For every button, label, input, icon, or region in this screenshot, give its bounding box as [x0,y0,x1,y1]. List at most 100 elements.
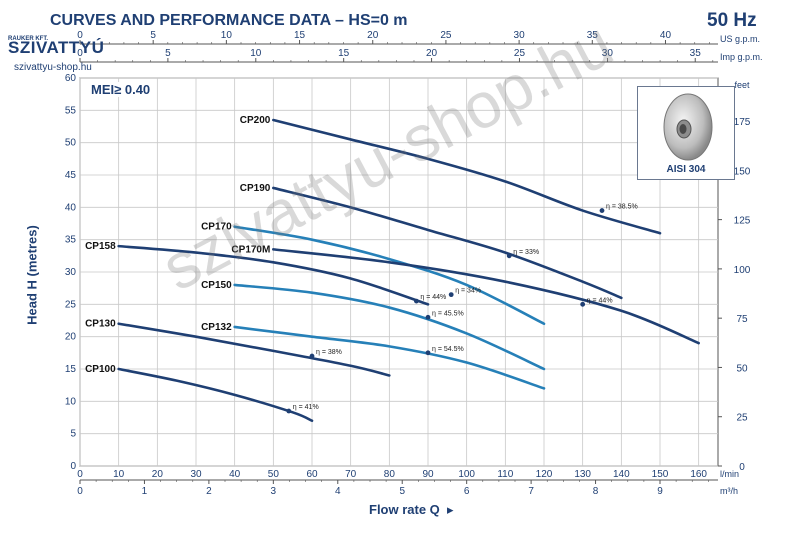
usgpm-tick-label: 30 [514,30,526,41]
x-axis-label-text: Flow rate Q [369,502,440,517]
right-tick-label: 100 [734,265,751,276]
x-tick-label: 60 [306,469,318,480]
impgpm-tick-label: 20 [426,48,438,59]
series-line-cp100 [117,367,314,423]
m3h-tick-label: 9 [657,486,663,497]
right-tick-label: 50 [736,363,748,374]
x-axis-label: Flow rate Q ▸ [369,502,454,518]
efficiency-label: η = 38% [316,349,342,356]
y-tick-label: 60 [65,73,77,84]
impgpm-tick-label: 35 [690,48,702,59]
usgpm-tick-label: 20 [367,30,379,41]
right-tick-label: 125 [734,216,751,227]
x-tick-label: 0 [77,469,83,480]
efficiency-label: η = 38.5% [606,204,638,211]
inset-label: AISI 304 [666,164,706,175]
right-tick-label: 75 [736,314,748,325]
x-tick-label: 80 [384,469,396,480]
usgpm-tick-label: 10 [221,30,233,41]
m3h-tick-label: 6 [464,486,470,497]
right-tick-label: 175 [734,117,751,128]
series-label-cp132: CP132 [201,322,232,333]
efficiency-label: η = 44% [420,294,446,301]
m3h-tick-label: 4 [335,486,341,497]
y-tick-label: 50 [65,138,77,149]
y-tick-label: 15 [65,364,77,375]
usgpm-tick-label: 35 [587,30,599,41]
mei-label: MEI≥ 0.40 [89,82,153,97]
series-label-cp190: CP190 [240,183,271,194]
right-axis-unit: feet [734,80,750,90]
usgpm-tick-label: 0 [77,30,83,41]
usgpm-unit: US g.p.m. [720,34,760,44]
usgpm-tick-label: 5 [150,30,156,41]
product-inset: AISI 304 [637,86,735,180]
x-tick-label: 40 [229,469,241,480]
m3h-tick-label: 3 [271,486,277,497]
y-tick-label: 20 [65,332,77,343]
axes: 0510152025303540455055600255075100125150… [65,30,763,497]
x-tick-label: 110 [497,469,513,480]
usgpm-tick-label: 15 [294,30,306,41]
x-tick-label: 20 [152,469,164,480]
impgpm-tick-label: 15 [338,48,350,59]
efficiency-label: η = 44% [587,297,613,304]
logo-brand: SZIVATTYÚ [8,38,105,57]
y-tick-label: 5 [70,429,76,440]
x-tick-label: 50 [268,469,280,480]
series-line-cp132 [233,325,546,390]
series-line-cp200 [272,118,662,235]
series-line-cp190 [272,186,623,300]
series-label-cp200: CP200 [240,115,271,126]
efficiency-label: η = 41% [293,404,319,411]
impgpm-tick-label: 10 [250,48,262,59]
y-tick-label: 30 [65,267,77,278]
efficiency-point [448,292,454,298]
m3h-tick-label: 0 [77,486,83,497]
m3h-tick-label: 7 [528,486,534,497]
impgpm-tick-label: 25 [514,48,526,59]
impgpm-tick-label: 0 [77,48,83,59]
series-line-cp150 [233,283,546,371]
x-tick-label: 150 [652,469,669,480]
series-label-cp150: CP150 [201,280,232,291]
right-tick-label: 0 [739,462,745,473]
x-tick-label: 120 [536,469,553,480]
x-axis-unit: l/min [720,469,739,479]
right-tick-label: 150 [734,166,751,177]
y-tick-label: 10 [65,396,77,407]
efficiency-label: η = 54.5% [432,346,464,353]
series-label-cp130: CP130 [85,319,116,330]
usgpm-tick-label: 25 [440,30,452,41]
efficiency-point [309,353,315,359]
series-line-cp170 [233,225,546,326]
x-tick-label: 90 [422,469,434,480]
series-line-cp158 [117,244,430,306]
grid-major [79,77,719,467]
series-lines: CP200 CP190 CP170 CP170M CP158 CP150 CP132 CP13… [85,115,700,423]
m3h-tick-label: 2 [206,486,212,497]
efficiency-point [286,408,292,414]
m3h-tick-label: 8 [593,486,599,497]
m3h-tick-label: 1 [142,486,148,497]
y-tick-label: 55 [65,105,77,116]
y-tick-label: 35 [65,235,77,246]
m3h-unit: m³/h [720,486,738,496]
y-tick-label: 40 [65,202,77,213]
efficiency-label: η = 45.5% [432,310,464,317]
efficiency-point [414,298,419,304]
series-label-cp158: CP158 [85,241,116,252]
efficiency-point [580,301,586,307]
x-tick-label: 160 [690,469,707,480]
x-tick-label: 10 [113,469,125,480]
y-axis-label: Head H (metres) [24,225,40,325]
series-line-cp130 [117,322,391,377]
x-tick-label: 100 [458,469,475,480]
efficiency-point [425,350,431,356]
chart-title: CURVES AND PERFORMANCE DATA – HS=0 m [50,12,408,29]
x-tick-label: 70 [345,469,357,480]
y-tick-label: 0 [70,461,76,472]
efficiency-points: η = 38.5% η = 33% η = 34% η = 44% η = 45.5% η… [286,204,638,414]
series-label-cp100: CP100 [85,364,116,375]
